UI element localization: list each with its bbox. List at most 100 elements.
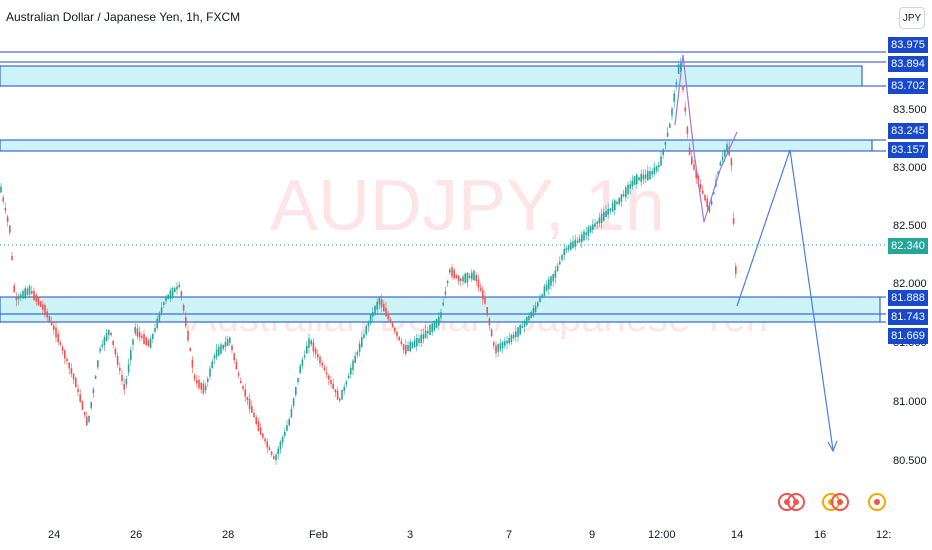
candle-body xyxy=(603,211,605,221)
candle-body xyxy=(644,174,647,179)
candle-body xyxy=(114,348,117,355)
candle-body xyxy=(350,367,352,375)
candle-body xyxy=(462,276,464,282)
candle-body xyxy=(521,325,524,328)
candle-body xyxy=(475,274,477,282)
level-tag-81888[interactable]: 81.888 xyxy=(888,290,928,306)
candle-body xyxy=(174,288,176,293)
candle-body xyxy=(275,454,277,460)
candle-body xyxy=(198,379,200,389)
candle-body xyxy=(0,186,2,193)
support-zone[interactable] xyxy=(0,296,881,323)
candle-body xyxy=(669,123,671,128)
candle-body xyxy=(156,318,158,329)
candle-body xyxy=(295,386,297,396)
candle-body xyxy=(611,203,614,212)
resistance-zone-mid[interactable] xyxy=(0,139,873,152)
replay-dot-icon[interactable] xyxy=(868,493,886,511)
candle-body xyxy=(442,302,444,306)
candle-body xyxy=(211,361,213,369)
candle-body xyxy=(561,255,563,260)
candle-body xyxy=(550,276,552,286)
candle-body xyxy=(369,314,372,324)
candle-body xyxy=(191,359,194,368)
replay-dot-icon[interactable] xyxy=(831,493,849,511)
candle-body xyxy=(319,356,321,364)
candle-body xyxy=(141,335,143,339)
resistance-zone-upper[interactable] xyxy=(0,65,863,87)
candle-body xyxy=(363,334,365,338)
candle-body xyxy=(504,341,506,346)
candle-body xyxy=(86,416,88,426)
candle-body xyxy=(119,367,121,371)
x-label-24: 24 xyxy=(48,529,61,541)
swing-path[interactable] xyxy=(674,54,738,223)
level-tag-81669[interactable]: 81.669 xyxy=(888,328,928,344)
candle-body xyxy=(222,344,224,349)
candle-body xyxy=(53,325,55,330)
candle-body xyxy=(347,375,350,379)
level-tag-83975[interactable]: 83.975 xyxy=(888,37,928,53)
candle-body xyxy=(581,234,583,243)
candle-body xyxy=(68,362,70,369)
candle-body xyxy=(387,313,389,320)
candle-body xyxy=(167,294,169,300)
level-tag-83157[interactable]: 83.157 xyxy=(888,142,928,158)
candle-body xyxy=(682,86,684,91)
candle-body xyxy=(112,340,114,346)
currency-badge[interactable]: JPY xyxy=(899,7,925,29)
candle-body xyxy=(233,353,235,361)
candle-body xyxy=(336,390,339,400)
candle-body xyxy=(246,396,249,401)
candle-body xyxy=(541,294,543,297)
candle-body xyxy=(257,421,260,431)
candle-body xyxy=(431,323,433,332)
candle-body xyxy=(123,383,125,390)
candle-body xyxy=(48,315,51,322)
candle-body xyxy=(310,340,312,345)
candle-body xyxy=(50,321,53,326)
candle-body xyxy=(35,294,37,302)
candle-body xyxy=(479,287,482,291)
candle-body xyxy=(728,146,730,156)
candle-body xyxy=(343,386,345,391)
candle-body xyxy=(9,225,11,233)
price-chart[interactable] xyxy=(0,0,886,520)
candle-body xyxy=(695,168,697,179)
candle-body xyxy=(554,270,557,278)
candle-body xyxy=(220,344,222,354)
candle-body xyxy=(706,198,708,208)
candle-body xyxy=(614,200,616,211)
candle-body xyxy=(453,270,455,279)
candle-body xyxy=(262,433,264,438)
level-tag-83702[interactable]: 83.702 xyxy=(888,78,928,94)
candle-body xyxy=(200,382,202,390)
last-price-tag[interactable]: 82.340 xyxy=(888,238,928,254)
candle-body xyxy=(290,408,293,418)
candle-body xyxy=(334,389,337,393)
candle-body xyxy=(160,307,163,313)
candle-body xyxy=(163,302,165,305)
candle-body xyxy=(66,358,68,362)
level-tag-83894[interactable]: 83.894 xyxy=(888,56,928,72)
candle-body xyxy=(341,389,343,400)
x-label-14: 14 xyxy=(731,529,744,541)
candle-body xyxy=(622,194,625,197)
candle-body xyxy=(677,64,680,75)
candle-body xyxy=(394,327,396,332)
candle-body xyxy=(158,312,161,322)
candle-body xyxy=(589,226,592,233)
x-label-feb: Feb xyxy=(309,529,328,541)
candle-body xyxy=(22,290,24,299)
level-tag-83245[interactable]: 83.245 xyxy=(888,123,928,139)
candle-body xyxy=(372,312,374,317)
candle-body xyxy=(72,373,75,380)
replay-dot-icon[interactable] xyxy=(787,493,805,511)
candle-body xyxy=(616,201,618,205)
candle-body xyxy=(629,184,631,189)
candle-body xyxy=(136,328,139,337)
candle-body xyxy=(730,158,733,166)
level-tag-81743[interactable]: 81.743 xyxy=(888,309,928,325)
projection-path[interactable] xyxy=(736,149,834,451)
candle-body xyxy=(28,286,31,295)
